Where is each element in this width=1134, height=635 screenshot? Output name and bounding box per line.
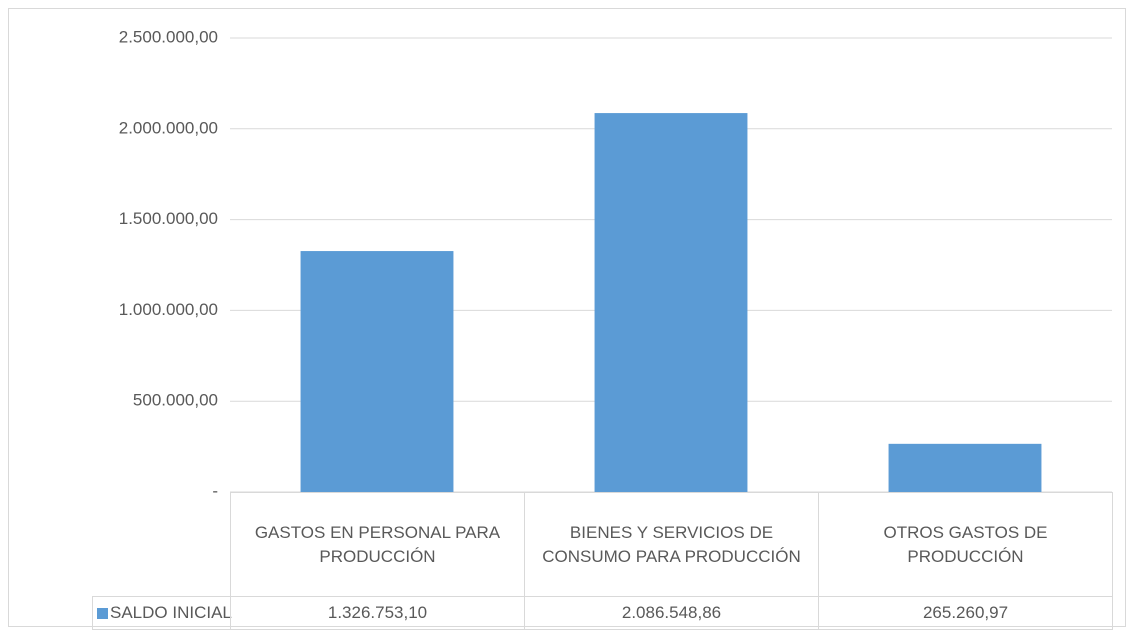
- category-cell: BIENES Y SERVICIOS DE CONSUMO PARA PRODU…: [524, 492, 819, 597]
- y-tick-label: -: [212, 481, 218, 500]
- value-cell: 2.086.548,86: [524, 596, 819, 630]
- y-tick-label: 1.000.000,00: [119, 300, 218, 319]
- bar: [594, 113, 748, 492]
- bar: [300, 251, 454, 492]
- value-cell: 265.260,97: [818, 596, 1113, 630]
- category-cell: OTROS GASTOS DE PRODUCCIÓN: [818, 492, 1113, 597]
- y-tick-label: 2.000.000,00: [119, 118, 218, 137]
- category-cell: GASTOS EN PERSONAL PARA PRODUCCIÓN: [230, 492, 525, 597]
- y-tick-label: 1.500.000,00: [119, 209, 218, 228]
- chart-border: [8, 8, 1126, 627]
- bar: [888, 443, 1042, 492]
- legend-key: [97, 608, 108, 619]
- y-tick-label: 500.000,00: [133, 391, 218, 410]
- value-cell: 1.326.753,10: [230, 596, 525, 630]
- y-tick-label: 2.500.000,00: [119, 27, 218, 46]
- legend-label: SALDO INICIAL: [110, 603, 232, 622]
